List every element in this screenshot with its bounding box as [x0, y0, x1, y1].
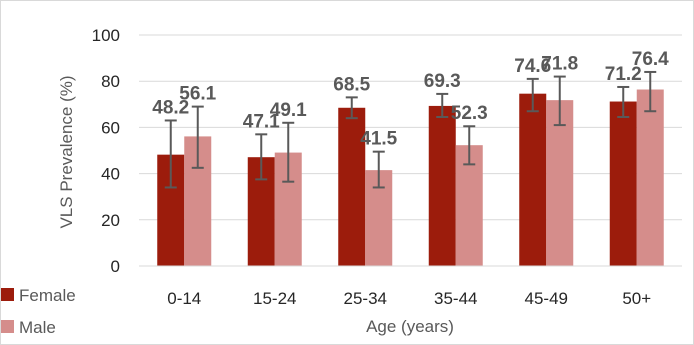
error-bar-female — [526, 77, 539, 113]
bars — [157, 89, 664, 267]
x-tick-label: 15-24 — [253, 289, 296, 308]
error-bar-male — [282, 121, 295, 183]
x-tick-label: 0-14 — [167, 289, 201, 308]
bar-female — [428, 105, 456, 267]
error-bar-male — [553, 75, 566, 127]
data-label-female: 71.2 — [605, 64, 642, 85]
data-label-female: 47.1 — [243, 111, 280, 132]
bar-male — [636, 89, 664, 267]
legend-swatch — [1, 288, 14, 301]
legend-label: Female — [19, 286, 76, 305]
x-tick-label: 25-34 — [344, 289, 387, 308]
error-bar-female — [164, 119, 177, 189]
x-tick-label: 35-44 — [434, 289, 477, 308]
data-labels: 48.256.1 47.149.1 68.5 41.5 69.3 52.3 74.671.8… — [152, 49, 669, 150]
y-tick-label: 80 — [101, 72, 120, 91]
data-label-male: 49.1 — [270, 100, 307, 121]
y-axis-title: VLS Prevalence (%) — [57, 75, 76, 228]
data-label-female: 48.2 — [152, 97, 189, 118]
x-tick-label: 45-49 — [525, 289, 568, 308]
error-bar-female — [345, 96, 358, 120]
y-tick-label: 40 — [101, 165, 120, 184]
y-tick-label: 100 — [92, 26, 120, 45]
bar-female — [519, 93, 547, 266]
error-bar-male — [644, 70, 657, 113]
data-label-female: 69.3 — [424, 71, 461, 92]
bar-female — [609, 101, 637, 266]
error-bar-male — [463, 125, 476, 166]
gridlines — [139, 34, 682, 221]
data-label-female: 74.6 — [514, 56, 551, 77]
data-label-male: 71.8 — [541, 54, 578, 75]
error-bar-male — [372, 150, 385, 189]
data-label-female: 68.5 — [333, 74, 370, 95]
legend-label: Male — [19, 318, 56, 337]
data-label-male: 41.5 — [360, 129, 397, 150]
y-tick-label: 60 — [101, 118, 120, 137]
y-axis-ticks: 0 20 40 60 80 100 — [92, 26, 120, 276]
legend: Female Male — [1, 286, 76, 337]
error-bar-male — [191, 105, 204, 169]
data-label-male: 56.1 — [179, 84, 216, 105]
error-bars — [164, 70, 657, 189]
x-axis-ticks: 0-14 15-24 25-34 35-44 45-49 50+ — [167, 289, 651, 308]
bar-male — [546, 100, 574, 266]
y-tick-label: 0 — [111, 257, 120, 276]
legend-swatch — [1, 320, 14, 333]
data-label-male: 52.3 — [451, 103, 488, 124]
error-bar-female — [255, 133, 268, 181]
x-axis-title: Age (years) — [366, 317, 454, 336]
bar-female — [338, 107, 366, 266]
error-bar-female — [436, 92, 449, 119]
data-label-male: 76.4 — [632, 49, 669, 70]
legend-item-male: Male — [1, 318, 56, 337]
legend-item-female: Female — [1, 286, 76, 305]
x-tick-label: 50+ — [622, 289, 651, 308]
y-tick-label: 20 — [101, 211, 120, 230]
error-bar-female — [617, 85, 630, 119]
